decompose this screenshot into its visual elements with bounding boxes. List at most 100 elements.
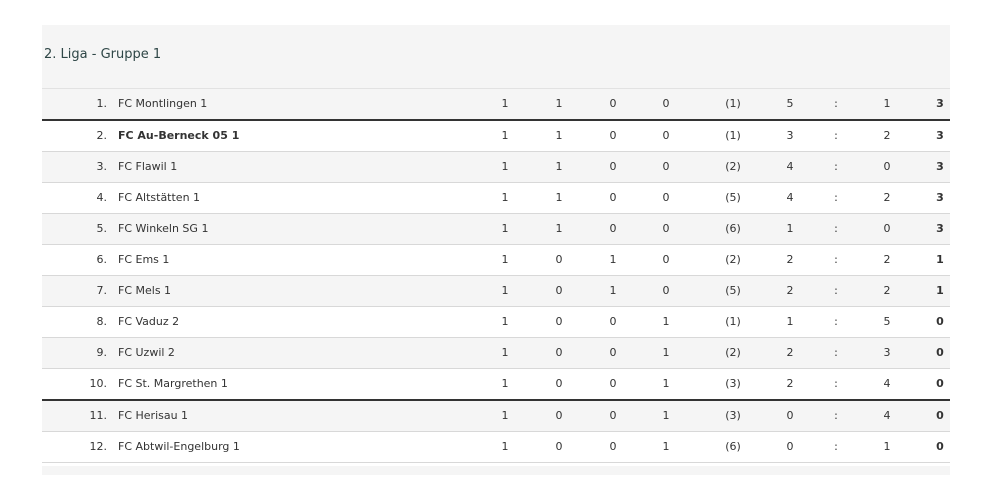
table-row[interactable]: 10. FC St. Margrethen 1 1 0 0 1 (3) 2: 4 0 <box>42 369 950 401</box>
goals-for-cell: 1 <box>786 315 794 328</box>
played-cell: 1 <box>501 160 509 173</box>
played-cell: 1 <box>501 346 509 359</box>
points-cell: 1 <box>936 253 944 266</box>
lost-cell: 1 <box>662 409 670 422</box>
score-separator: : <box>834 253 838 266</box>
team-name[interactable]: FC Montlingen 1 <box>118 97 208 110</box>
played-cell: 1 <box>501 377 509 390</box>
played-cell: 1 <box>501 440 509 453</box>
won-cell: 0 <box>555 377 563 390</box>
goals-against-cell: 1 <box>883 440 891 453</box>
table-row[interactable]: 9. FC Uzwil 2 1 0 0 1 (2) 2: 3 0 <box>42 338 950 369</box>
rank-cell: 1. <box>96 97 108 110</box>
won-cell: 0 <box>555 315 563 328</box>
played-cell: 1 <box>501 253 509 266</box>
goals-against-cell: 4 <box>883 409 891 422</box>
won-cell: 0 <box>555 440 563 453</box>
drawn-cell: 0 <box>609 315 617 328</box>
table-row[interactable]: 1. FC Montlingen 1 1 1 0 0 (1) 5: 1 3 <box>42 89 950 121</box>
score-separator: : <box>834 191 838 204</box>
lost-cell: 0 <box>662 160 670 173</box>
lost-cell: 0 <box>662 253 670 266</box>
drawn-cell: 0 <box>609 440 617 453</box>
extra-cell: (2) <box>725 160 741 173</box>
score-separator: : <box>834 160 838 173</box>
table-row[interactable]: 11. FC Herisau 1 1 0 0 1 (3) 0: 4 0 <box>42 401 950 432</box>
drawn-cell: 0 <box>609 97 617 110</box>
lost-cell: 0 <box>662 284 670 297</box>
team-name[interactable]: FC Herisau 1 <box>118 409 189 422</box>
team-name[interactable]: FC Flawil 1 <box>118 160 178 173</box>
team-name[interactable]: FC Ems 1 <box>118 253 170 266</box>
goals-for-cell: 0 <box>786 440 794 453</box>
goals-against-cell: 2 <box>883 253 891 266</box>
team-name[interactable]: FC Au-Berneck 05 1 <box>118 129 240 142</box>
extra-cell: (5) <box>725 284 741 297</box>
points-cell: 3 <box>936 222 944 235</box>
goals-for-cell: 3 <box>786 129 794 142</box>
team-name[interactable]: FC Abtwil-Engelburg 1 <box>118 440 240 453</box>
won-cell: 1 <box>555 222 563 235</box>
goals-against-cell: 5 <box>883 315 891 328</box>
lost-cell: 1 <box>662 346 670 359</box>
lost-cell: 1 <box>662 440 670 453</box>
played-cell: 1 <box>501 284 509 297</box>
team-name[interactable]: FC Mels 1 <box>118 284 172 297</box>
extra-cell: (1) <box>725 129 741 142</box>
table-row[interactable]: 3. FC Flawil 1 1 1 0 0 (2) 4: 0 3 <box>42 152 950 183</box>
won-cell: 1 <box>555 129 563 142</box>
rank-cell: 9. <box>96 346 108 359</box>
team-name[interactable]: FC Winkeln SG 1 <box>118 222 209 235</box>
goals-against-cell: 1 <box>883 97 891 110</box>
played-cell: 1 <box>501 129 509 142</box>
goals-against-cell: 2 <box>883 129 891 142</box>
points-cell: 0 <box>936 346 944 359</box>
score-separator: : <box>834 97 838 110</box>
points-cell: 0 <box>936 315 944 328</box>
score-separator: : <box>834 409 838 422</box>
drawn-cell: 0 <box>609 377 617 390</box>
extra-cell: (1) <box>725 97 741 110</box>
goals-against-cell: 0 <box>883 222 891 235</box>
table-row[interactable]: 5. FC Winkeln SG 1 1 1 0 0 (6) 1: 0 3 <box>42 214 950 245</box>
score-separator: : <box>834 377 838 390</box>
drawn-cell: 0 <box>609 129 617 142</box>
table-row[interactable]: 7. FC Mels 1 1 0 1 0 (5) 2: 2 1 <box>42 276 950 307</box>
goals-for-cell: 4 <box>786 191 794 204</box>
team-name[interactable]: FC Vaduz 2 <box>118 315 180 328</box>
table-row[interactable]: 4. FC Altstätten 1 1 1 0 0 (5) 4: 2 3 <box>42 183 950 214</box>
group-title: 2. Liga - Gruppe 1 <box>44 47 162 62</box>
won-cell: 1 <box>555 191 563 204</box>
score-separator: : <box>834 440 838 453</box>
lost-cell: 0 <box>662 191 670 204</box>
team-name[interactable]: FC Altstätten 1 <box>118 191 201 204</box>
drawn-cell: 1 <box>609 253 617 266</box>
rank-cell: 7. <box>96 284 108 297</box>
points-cell: 0 <box>936 377 944 390</box>
won-cell: 0 <box>555 409 563 422</box>
table-row[interactable]: 8. FC Vaduz 2 1 0 0 1 (1) 1: 5 0 <box>42 307 950 338</box>
won-cell: 1 <box>555 97 563 110</box>
points-cell: 0 <box>936 409 944 422</box>
extra-cell: (1) <box>725 315 741 328</box>
table-row[interactable]: 6. FC Ems 1 1 0 1 0 (2) 2: 2 1 <box>42 245 950 276</box>
won-cell: 0 <box>555 284 563 297</box>
won-cell: 0 <box>555 253 563 266</box>
score-separator: : <box>834 129 838 142</box>
goals-for-cell: 4 <box>786 160 794 173</box>
table-footer <box>42 466 950 475</box>
drawn-cell: 0 <box>609 160 617 173</box>
lost-cell: 0 <box>662 129 670 142</box>
rank-cell: 11. <box>89 409 108 422</box>
won-cell: 0 <box>555 346 563 359</box>
score-separator: : <box>834 315 838 328</box>
points-cell: 3 <box>936 97 944 110</box>
table-row[interactable]: 12. FC Abtwil-Engelburg 1 1 0 0 1 (6) 0: 1 0 <box>42 432 950 463</box>
lost-cell: 0 <box>662 97 670 110</box>
team-name[interactable]: FC St. Margrethen 1 <box>118 377 228 390</box>
table-row[interactable]: 2. FC Au-Berneck 05 1 1 1 0 0 (1) 3: 2 3 <box>42 121 950 152</box>
won-cell: 1 <box>555 160 563 173</box>
played-cell: 1 <box>501 409 509 422</box>
lost-cell: 1 <box>662 377 670 390</box>
team-name[interactable]: FC Uzwil 2 <box>118 346 175 359</box>
